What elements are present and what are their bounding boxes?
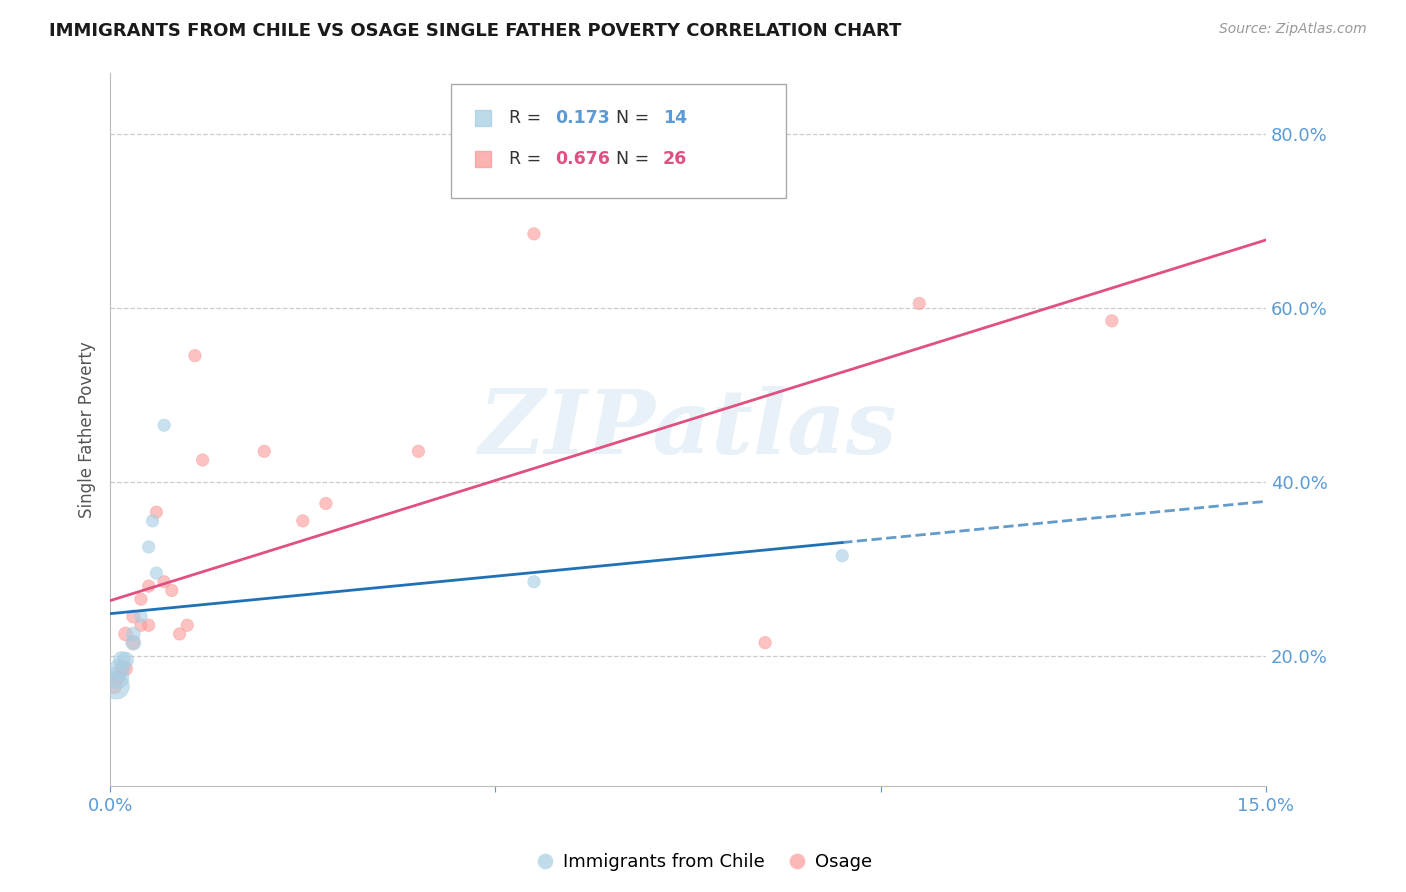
Point [111, 662, 134, 676]
Point [108, 662, 131, 676]
Text: N =: N = [605, 150, 655, 168]
Point [129, 618, 152, 632]
Text: ZIPatlas: ZIPatlas [479, 386, 897, 473]
Text: R =: R = [509, 150, 547, 168]
Point [114, 627, 136, 641]
Text: R =: R = [509, 109, 547, 127]
Point [315, 496, 337, 510]
Y-axis label: Single Father Poverty: Single Father Poverty [79, 341, 96, 518]
Point [122, 635, 145, 649]
Point [111, 653, 134, 667]
Point [141, 514, 163, 528]
Text: IMMIGRANTS FROM CHILE VS OSAGE SINGLE FATHER POVERTY CORRELATION CHART: IMMIGRANTS FROM CHILE VS OSAGE SINGLE FA… [49, 22, 901, 40]
Point [908, 296, 931, 310]
Point [408, 444, 430, 458]
Legend: Immigrants from Chile, Osage: Immigrants from Chile, Osage [527, 847, 879, 879]
Point [103, 679, 125, 693]
Point [114, 662, 136, 676]
Point [253, 444, 276, 458]
Point [169, 627, 191, 641]
Point [138, 540, 160, 554]
Point [160, 583, 183, 598]
Point [129, 609, 152, 624]
Point [114, 653, 136, 667]
Point [138, 618, 160, 632]
Text: 14: 14 [662, 109, 686, 127]
Point [1101, 314, 1123, 328]
Point [145, 566, 167, 580]
Text: 0.676: 0.676 [555, 150, 610, 168]
Point [291, 514, 314, 528]
Point [105, 679, 128, 693]
Point [122, 627, 145, 641]
Point [184, 349, 207, 363]
Point [191, 453, 214, 467]
Point [523, 227, 546, 241]
Point [107, 670, 129, 684]
Point [523, 574, 546, 589]
Text: 0.173: 0.173 [555, 109, 610, 127]
FancyBboxPatch shape [451, 84, 786, 198]
Point [122, 635, 145, 649]
Point [122, 609, 145, 624]
Point [754, 635, 776, 649]
Point [129, 592, 152, 607]
Point [138, 579, 160, 593]
Text: 26: 26 [662, 150, 688, 168]
Point [145, 505, 167, 519]
Point [107, 670, 129, 684]
Point [153, 574, 176, 589]
Text: N =: N = [605, 109, 655, 127]
Point [831, 549, 853, 563]
Text: Source: ZipAtlas.com: Source: ZipAtlas.com [1219, 22, 1367, 37]
Point [176, 618, 198, 632]
Point [153, 418, 176, 433]
